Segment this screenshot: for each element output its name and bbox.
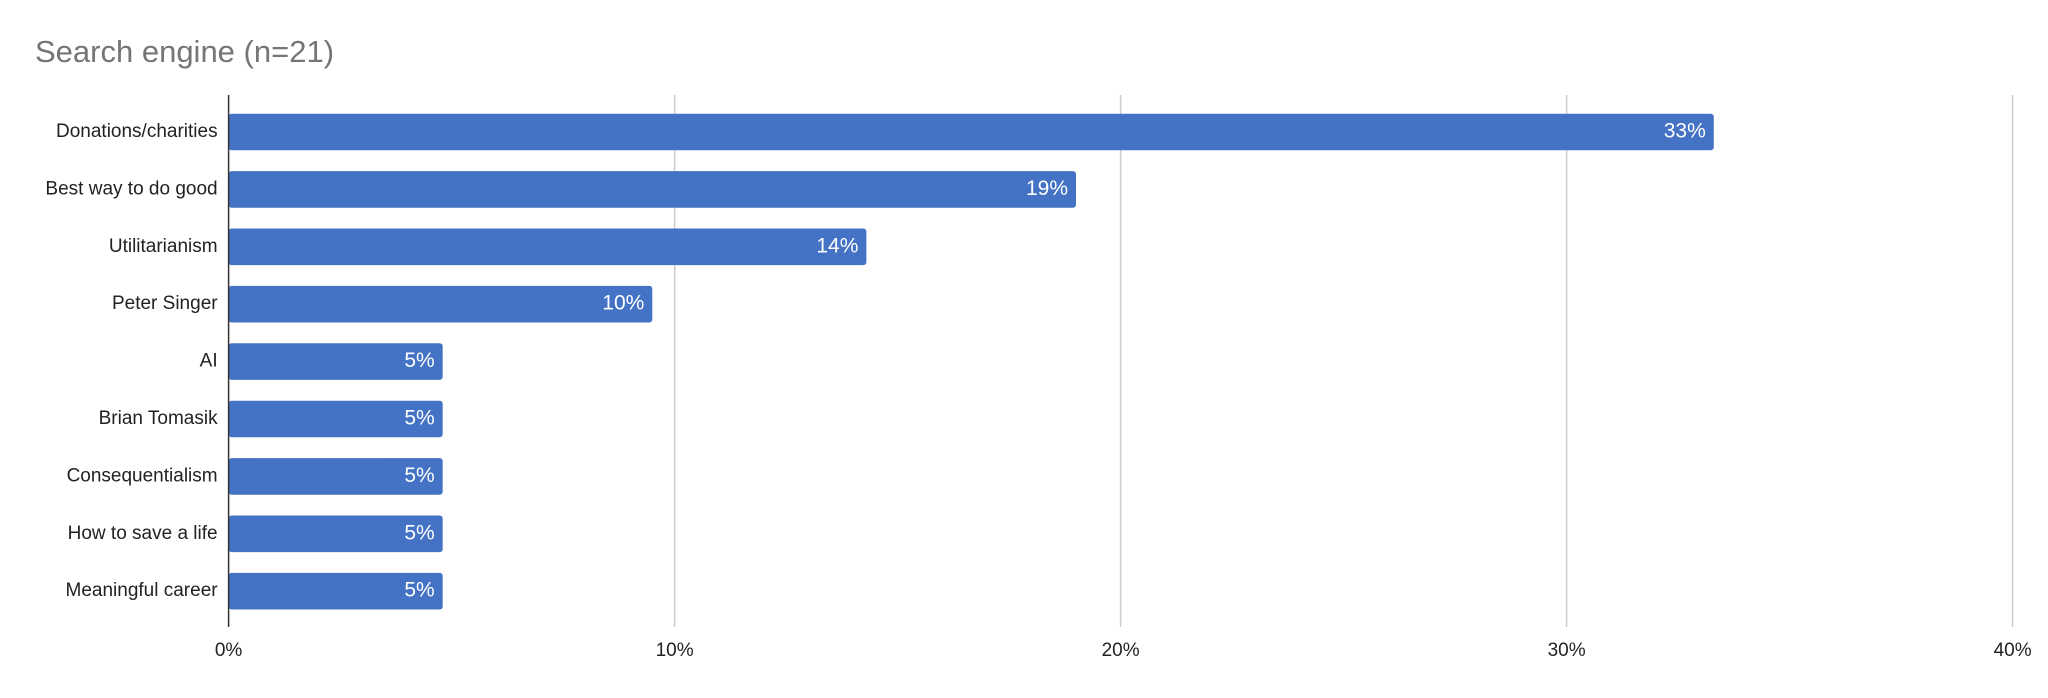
y-tick-label: Brian Tomasik (99, 408, 218, 429)
value-label: 33% (1664, 120, 1706, 143)
value-label: 10% (602, 292, 644, 315)
bar (228, 572, 443, 610)
bar (228, 285, 653, 323)
value-label: 5% (404, 349, 434, 372)
y-tick-label: Meaningful career (66, 580, 219, 601)
chart-title: Search engine (n=21) (35, 34, 334, 69)
value-label: 14% (816, 234, 858, 257)
value-label: 5% (404, 407, 434, 430)
y-tick-label: Consequentialism (67, 465, 218, 486)
x-tick-label: 20% (1102, 640, 1140, 661)
x-tick-label: 10% (656, 640, 694, 661)
value-label: 5% (404, 579, 434, 602)
bar (228, 458, 443, 495)
y-tick-label: AI (200, 351, 218, 372)
y-tick-label: Utilitarianism (109, 236, 218, 257)
value-label: 5% (404, 464, 434, 487)
value-label: 5% (404, 521, 434, 544)
bar (228, 400, 443, 438)
bar (228, 343, 443, 380)
bar (228, 515, 443, 553)
bar (228, 228, 867, 266)
y-tick-label: Donations/charities (56, 121, 218, 142)
value-label: 19% (1026, 177, 1068, 200)
x-tick-label: 30% (1548, 640, 1586, 661)
y-tick-label: How to save a life (68, 523, 218, 544)
x-tick-label: 40% (1994, 640, 2032, 661)
y-tick-label: Peter Singer (112, 293, 218, 314)
bar (228, 171, 1077, 208)
bar (228, 113, 1714, 151)
x-tick-label: 0% (215, 640, 243, 661)
y-tick-label: Best way to do good (45, 178, 217, 199)
